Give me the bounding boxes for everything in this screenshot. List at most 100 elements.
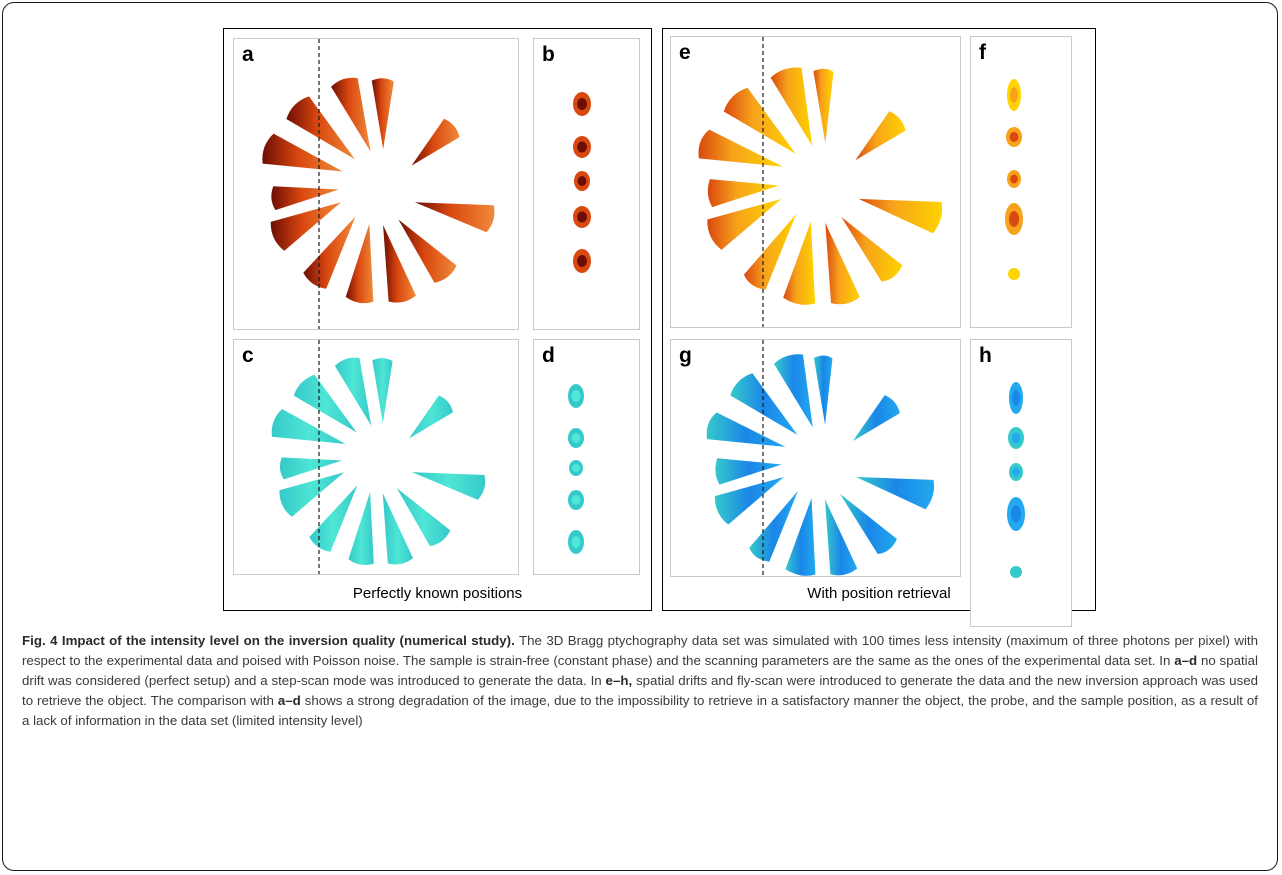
star-spoke bbox=[858, 198, 943, 234]
slice-blob-core bbox=[1011, 505, 1021, 523]
star-spoke bbox=[286, 96, 355, 160]
panel-letter: d bbox=[542, 344, 555, 367]
star-spoke bbox=[411, 472, 486, 500]
slice-blob-core bbox=[571, 536, 581, 548]
star-spoke bbox=[698, 129, 783, 167]
panel-d: d bbox=[533, 339, 640, 575]
star-spoke bbox=[707, 198, 782, 250]
star-spoke bbox=[730, 373, 798, 435]
caption-title: Fig. 4 Impact of the intensity level on … bbox=[22, 633, 515, 648]
caption-ref: a–d bbox=[1174, 653, 1198, 668]
slice-blob-core bbox=[572, 464, 580, 472]
panel-letter: b bbox=[542, 43, 555, 66]
slice-blob-core bbox=[1012, 390, 1020, 406]
star-spoke bbox=[770, 67, 813, 146]
star-spoke bbox=[723, 87, 796, 154]
panel-letter: c bbox=[242, 344, 254, 367]
panel-b-image bbox=[573, 92, 591, 273]
star-pattern bbox=[262, 77, 495, 304]
caption-ref: e–h, bbox=[605, 673, 633, 688]
panel-letter: g bbox=[679, 344, 692, 367]
star-spoke bbox=[414, 202, 495, 233]
panel-g: g bbox=[670, 339, 961, 577]
caption-text: shows a strong degradation of the image,… bbox=[22, 693, 1259, 728]
panel-e-image bbox=[698, 37, 943, 327]
star-pattern bbox=[271, 357, 486, 566]
group-caption: With position retrieval bbox=[807, 585, 951, 602]
star-spoke bbox=[382, 493, 414, 565]
star-spoke bbox=[348, 492, 374, 566]
group-caption: Perfectly known positions bbox=[352, 585, 523, 602]
slice-blob-core bbox=[1010, 87, 1018, 103]
figure-caption: Fig. 4 Impact of the intensity level on … bbox=[22, 631, 1258, 731]
star-spoke bbox=[383, 224, 416, 303]
star-spoke bbox=[825, 222, 860, 305]
star-spoke bbox=[293, 374, 357, 433]
panel-f: f bbox=[970, 36, 1072, 328]
star-spoke bbox=[749, 490, 798, 562]
star-spoke bbox=[785, 498, 816, 576]
star-spoke bbox=[856, 476, 935, 510]
star-spoke bbox=[855, 111, 906, 161]
star-spoke bbox=[331, 77, 371, 152]
panel-letter: f bbox=[979, 41, 986, 64]
slice-blob-core bbox=[577, 176, 587, 186]
slice-blob-core bbox=[1009, 211, 1019, 227]
star-spoke bbox=[270, 202, 342, 251]
star-spoke bbox=[262, 133, 343, 172]
panel-h-image bbox=[1007, 382, 1025, 578]
panel-a-image bbox=[262, 39, 495, 329]
star-spoke bbox=[852, 395, 900, 442]
slice-blob-core bbox=[577, 255, 587, 267]
slice-column bbox=[573, 92, 591, 273]
star-spoke bbox=[279, 457, 343, 480]
slice-blob-core bbox=[1010, 174, 1018, 184]
panel-c-image bbox=[271, 340, 486, 574]
caption-text: The 3D Bragg ptychography data set was s… bbox=[22, 633, 1258, 668]
star-spoke bbox=[372, 358, 393, 424]
group-perfect-positions: a b c d Perfectly known positions bbox=[223, 28, 652, 611]
slice-blob-core bbox=[571, 433, 581, 443]
panel-e: e bbox=[670, 36, 961, 328]
star-spoke bbox=[813, 68, 834, 144]
slice-column bbox=[568, 384, 584, 554]
slice-column bbox=[1007, 382, 1025, 578]
star-spoke bbox=[774, 354, 813, 428]
slice-blob bbox=[1010, 566, 1022, 578]
slice-blob-core bbox=[571, 390, 581, 402]
slice-blob-core bbox=[1009, 132, 1019, 142]
star-spoke bbox=[334, 357, 372, 426]
panel-c: c bbox=[233, 339, 519, 575]
caption-text: no spatial drift was considered (perfect… bbox=[22, 653, 1258, 688]
star-spoke bbox=[398, 219, 457, 283]
star-spoke bbox=[706, 412, 786, 447]
group-position-retrieval: e f g h With position retrieval bbox=[662, 28, 1096, 627]
star-spoke bbox=[396, 488, 451, 547]
slice-blob-core bbox=[571, 495, 581, 505]
panel-letter: e bbox=[679, 41, 691, 64]
panel-letter: a bbox=[242, 43, 254, 66]
star-spoke bbox=[371, 78, 394, 150]
star-spoke bbox=[411, 118, 460, 166]
slice-blob-core bbox=[577, 141, 587, 153]
star-spoke bbox=[840, 493, 897, 555]
slice-blob-core bbox=[1011, 432, 1021, 444]
star-spoke bbox=[743, 213, 797, 290]
star-spoke bbox=[271, 186, 339, 211]
star-spoke bbox=[271, 409, 346, 444]
panel-b: b bbox=[533, 38, 640, 330]
star-spoke bbox=[707, 179, 779, 208]
star-spoke bbox=[303, 216, 356, 289]
star-spoke bbox=[715, 458, 782, 485]
panel-f-image bbox=[1005, 79, 1023, 280]
star-spoke bbox=[824, 499, 858, 576]
slice-blob-core bbox=[577, 98, 587, 110]
slice-blob-core bbox=[577, 211, 587, 223]
slice-blob-core bbox=[1012, 467, 1020, 477]
panel-letter: h bbox=[979, 344, 992, 367]
panel-d-image bbox=[568, 384, 584, 554]
caption-text: spatial drifts and fly-scan were introdu… bbox=[22, 673, 1259, 708]
star-spoke bbox=[279, 472, 345, 517]
star-spoke bbox=[408, 395, 454, 439]
star-spoke bbox=[783, 221, 816, 305]
